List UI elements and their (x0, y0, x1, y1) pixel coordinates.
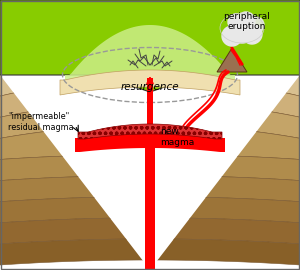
Polygon shape (0, 0, 300, 92)
Polygon shape (147, 78, 153, 132)
Polygon shape (0, 102, 300, 138)
Polygon shape (145, 135, 155, 270)
Circle shape (228, 14, 244, 30)
Circle shape (222, 26, 242, 46)
Polygon shape (0, 75, 300, 96)
Polygon shape (60, 70, 240, 95)
Circle shape (242, 24, 262, 44)
Polygon shape (217, 48, 247, 72)
Circle shape (248, 17, 264, 33)
Polygon shape (0, 197, 300, 223)
Polygon shape (0, 78, 300, 117)
Polygon shape (0, 176, 300, 202)
Circle shape (229, 17, 255, 43)
Text: "impermeable"
residual magma: "impermeable" residual magma (8, 112, 74, 132)
Polygon shape (0, 154, 300, 181)
Text: new
magma: new magma (160, 127, 194, 147)
Polygon shape (0, 218, 300, 244)
Polygon shape (65, 25, 235, 92)
Text: resurgence: resurgence (121, 82, 179, 92)
Polygon shape (78, 124, 222, 139)
Text: peripheral
eruption: peripheral eruption (224, 12, 270, 31)
Polygon shape (0, 239, 300, 265)
Polygon shape (75, 130, 225, 152)
Polygon shape (0, 125, 300, 160)
Circle shape (237, 12, 255, 30)
